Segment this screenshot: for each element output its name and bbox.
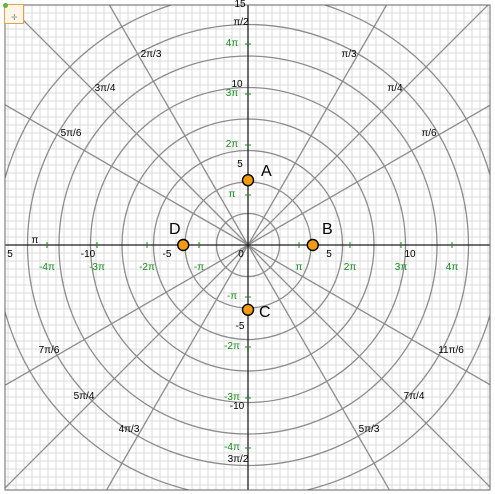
x-pi-label: -3π (89, 262, 105, 273)
radial-line (5, 244, 249, 489)
handle-dot-icon (3, 3, 8, 8)
angle-label-pi-over-3: π/3 (341, 49, 357, 60)
angle-label-11pi-over-6: 11π/6 (438, 345, 464, 356)
angle-label-2pi-over-3: 2π/3 (140, 49, 162, 60)
graphics-view-handle[interactable]: ✛ (3, 3, 24, 24)
radial-line (105, 244, 249, 490)
y-pi-label: -3π (224, 392, 240, 403)
y-pi-label: -π (226, 291, 238, 302)
y-axis-label: 10 (231, 79, 243, 90)
y-axis-label: 15 (234, 0, 246, 10)
radial-line (108, 5, 249, 246)
point-c (241, 303, 255, 316)
y-pi-label: 2π (225, 139, 239, 150)
y-axis-label: -10 (229, 401, 245, 412)
angle-label-pi: π (31, 235, 39, 246)
x-pi-label: 3π (394, 262, 408, 273)
radial-line (5, 244, 249, 387)
point-d-label[interactable]: D (169, 221, 181, 238)
x-pi-label: -4π (39, 262, 55, 273)
angle-label-5pi-over-6: 5π/6 (60, 128, 82, 139)
y-pi-label: 4π (225, 38, 239, 49)
plot-frame (4, 4, 491, 491)
angle-label-5pi-over-4: 5π/4 (73, 391, 95, 402)
radial-line (247, 104, 490, 246)
angle-label-4pi-over-3: 4π/3 (118, 424, 140, 435)
x-axis-label: 10 (404, 249, 416, 260)
point-c-label[interactable]: C (259, 304, 271, 321)
angle-label-pi-over-4: π/4 (387, 83, 403, 94)
angle-label-7pi-over-6: 7π/6 (38, 345, 60, 356)
angle-label-pi-over-2: π/2 (233, 17, 249, 28)
angle-label-pi-over-6: π/6 (421, 128, 437, 139)
x-pi-label: 2π (343, 262, 357, 273)
point-b-label[interactable]: B (322, 221, 333, 238)
angle-label-5pi-over-3: 5π/3 (358, 424, 380, 435)
radial-line (5, 103, 249, 246)
y-pi-label: -4π (224, 442, 240, 453)
y-axis-label: 5 (237, 159, 243, 170)
y-pi-label: -2π (224, 341, 240, 352)
angle-label-7pi-over-4: 7π/4 (403, 391, 425, 402)
x-pi-label: 4π (445, 262, 459, 273)
point-a (241, 174, 255, 187)
angle-label-3pi-over-2: 3π/2 (227, 454, 249, 465)
radial-line (247, 244, 391, 490)
point-a-label[interactable]: A (261, 163, 272, 180)
radial-line (247, 244, 490, 386)
x-pi-label: -2π (139, 262, 155, 273)
x-axis-label: 0 (238, 249, 244, 260)
y-axis-label: -5 (235, 321, 245, 332)
x-pi-label: -π (193, 262, 205, 273)
x-pi-label: π (295, 262, 303, 273)
point-b (306, 238, 319, 252)
angle-label-3pi-over-4: 3π/4 (94, 83, 116, 94)
x-axis-label: 5 (7, 249, 13, 260)
x-axis-label: 5 (326, 249, 332, 260)
radial-line (247, 244, 490, 488)
point-d (177, 238, 190, 252)
radial-line (247, 5, 489, 246)
move-icon: ✛ (11, 13, 18, 22)
y-pi-label: 3π (225, 88, 239, 99)
radial-line (247, 5, 388, 246)
x-axis-label: -5 (162, 249, 172, 260)
y-pi-label: π (228, 189, 236, 200)
x-axis-label: -10 (80, 249, 96, 260)
